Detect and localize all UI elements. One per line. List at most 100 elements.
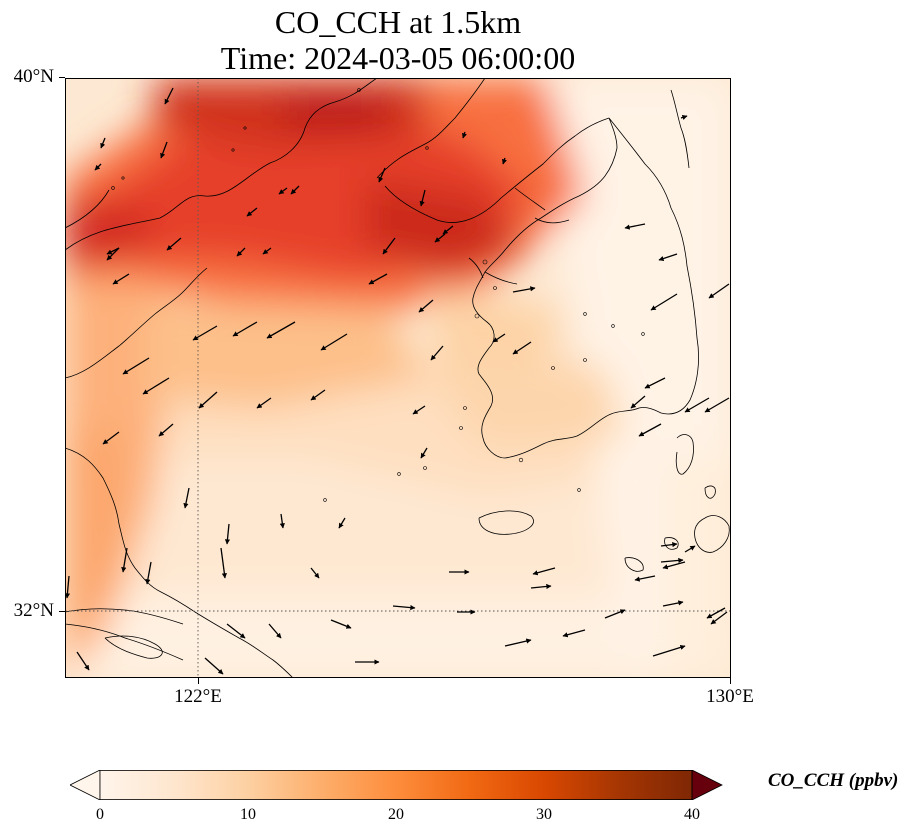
wind-arrow: [368, 273, 388, 285]
wind-arrow: [684, 545, 696, 553]
colorbar-over-extend: [691, 770, 723, 800]
wind-arrow: [256, 397, 272, 409]
wind-arrow: [662, 600, 684, 607]
colorbar-title: CO_CCH (ppbv): [768, 770, 899, 791]
wind-arrow: [532, 567, 556, 576]
wind-arrow: [684, 397, 710, 413]
wind-arrow: [122, 357, 150, 375]
wind-arrow: [382, 237, 396, 255]
wind-arrow: [160, 141, 168, 159]
lon-label-122: 122°E: [174, 686, 222, 707]
lat-tick-40: [59, 77, 65, 78]
colorbar-gradient: [100, 770, 692, 800]
wind-arrow: [76, 651, 90, 671]
map-frame: [65, 78, 731, 678]
colorbar-tick-30: 30: [536, 806, 552, 823]
wind-arrow: [706, 607, 726, 619]
wind-arrow: [418, 299, 434, 313]
lat-label-32: 32°N: [13, 600, 54, 621]
wind-arrow: [164, 87, 174, 105]
wind-arrow: [710, 611, 728, 625]
wind-arrow: [220, 547, 227, 579]
wind-arrow: [430, 345, 444, 361]
wind-arrow: [268, 623, 282, 639]
wind-arrow: [562, 629, 586, 638]
colorbar: [70, 770, 723, 800]
lon-tick-130: [730, 678, 731, 684]
lat-tick-32: [59, 611, 65, 612]
map-title: CO_CCH at 1.5km: [274, 4, 522, 40]
wind-arrow: [278, 187, 288, 195]
lon-tick-122: [198, 678, 199, 684]
wind-arrow: [236, 247, 246, 257]
wind-arrow: [512, 286, 536, 293]
wind-arrow: [338, 517, 346, 529]
wind-arrow: [158, 423, 174, 437]
colorbar-tick-0: 0: [96, 806, 104, 823]
wind-arrow: [166, 237, 182, 251]
wind-arrow: [232, 321, 258, 337]
wind-arrow: [680, 115, 688, 120]
wind-arrow: [320, 333, 348, 351]
wind-arrow: [226, 623, 246, 639]
wind-arrow: [378, 167, 386, 183]
wind-arrow: [652, 644, 686, 657]
wind-arrow: [420, 447, 428, 459]
wind-arrow: [262, 247, 272, 255]
wind-arrow: [442, 225, 454, 235]
wind-arrow: [310, 389, 326, 401]
wind-arrow: [504, 638, 532, 647]
lon-label-130: 130°E: [706, 686, 754, 707]
colorbar-under-extend: [70, 770, 101, 800]
wind-arrow: [106, 247, 120, 255]
wind-arrow: [121, 547, 128, 573]
wind-arrow: [192, 325, 218, 341]
concentration-map: [65, 78, 731, 678]
wind-arrow: [100, 137, 106, 149]
wind-arrow: [660, 557, 684, 564]
wind-arrow: [106, 247, 120, 261]
wind-arrow: [94, 163, 102, 171]
wind-arrow: [512, 341, 532, 355]
wind-arrow: [112, 273, 130, 285]
wind-arrow: [638, 423, 662, 437]
wind-arrow: [604, 609, 626, 619]
concentration-field: [65, 78, 731, 678]
wind-arrow: [624, 223, 646, 230]
wind-arrow: [462, 131, 467, 139]
wind-arrow: [530, 583, 552, 590]
coastlines: [65, 78, 730, 678]
wind-arrow: [412, 405, 426, 415]
wind-arrow: [279, 513, 285, 529]
wind-arrow: [65, 575, 71, 599]
wind-vectors: [65, 87, 730, 675]
wind-arrow: [660, 542, 678, 548]
wind-arrow: [492, 333, 506, 343]
wind-arrow: [502, 157, 507, 165]
wind-arrow: [266, 321, 296, 339]
colorbar-tick-40: 40: [684, 806, 700, 823]
wind-arrow: [198, 391, 218, 409]
wind-arrow: [630, 395, 646, 409]
wind-arrow: [434, 233, 446, 243]
map-subtitle-time: Time: 2024-03-05 06:00:00: [220, 40, 576, 76]
wind-arrow: [290, 185, 300, 195]
wind-arrow: [392, 604, 416, 611]
wind-arrow: [102, 431, 120, 445]
wind-arrow: [644, 377, 666, 389]
wind-arrow: [224, 523, 231, 545]
wind-arrow: [704, 397, 730, 413]
islands: [111, 88, 645, 502]
gridlines: [65, 78, 731, 678]
lat-label-40: 40°N: [13, 66, 54, 87]
wind-arrow: [183, 487, 190, 509]
wind-arrow: [634, 575, 656, 582]
wind-arrow: [246, 207, 258, 217]
colorbar-tick-10: 10: [240, 806, 256, 823]
colorbar-tick-20: 20: [388, 806, 404, 823]
wind-arrow: [650, 293, 678, 311]
wind-arrow: [310, 567, 320, 579]
wind-arrow: [419, 189, 426, 207]
wind-arrow: [142, 377, 170, 395]
wind-arrow: [204, 657, 224, 675]
